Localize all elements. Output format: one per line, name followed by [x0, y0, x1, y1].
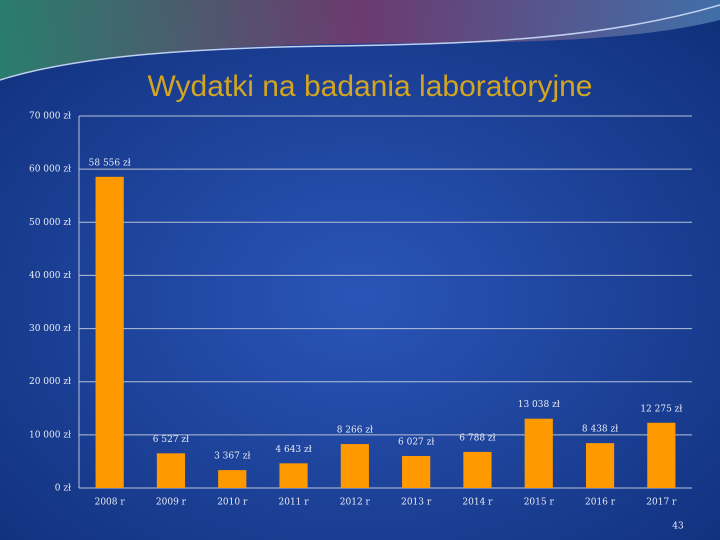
x-tick-label: 2017 r: [646, 498, 677, 508]
value-label: 6 527 zł: [153, 435, 189, 445]
value-label: 8 438 zł: [582, 425, 618, 435]
y-tick-label: 70 000 zł: [29, 112, 71, 122]
value-label: 3 367 zł: [214, 452, 250, 462]
y-tick-label: 0 zł: [55, 484, 71, 494]
bar: [156, 453, 186, 488]
value-label: 6 027 zł: [398, 437, 434, 447]
chart-title: Wydatki na badania laboratoryjne: [147, 70, 592, 103]
bar: [340, 444, 369, 488]
x-tick-label: 2011 r: [279, 498, 310, 508]
bar: [524, 418, 553, 488]
value-label: 12 275 zł: [640, 404, 682, 414]
x-tick-label: 2015 r: [524, 498, 555, 508]
x-tick-label: 2008 r: [95, 498, 126, 508]
y-tick-label: 30 000 zł: [29, 324, 71, 334]
slide-number: 43: [672, 522, 684, 532]
bar: [279, 463, 308, 488]
decoration: [0, 0, 720, 80]
value-label: 6 788 zł: [459, 433, 495, 443]
y-tick-label: 10 000 zł: [29, 430, 71, 440]
x-tick-label: 2010 r: [217, 498, 248, 508]
bar: [95, 176, 124, 488]
value-label: 8 266 zł: [337, 426, 373, 436]
y-tick-label: 20 000 zł: [29, 377, 71, 387]
x-tick-label: 2009 r: [156, 498, 187, 508]
y-tick-label: 40 000 zł: [29, 271, 71, 281]
value-label: 58 556 zł: [89, 158, 131, 168]
y-tick-label: 60 000 zł: [29, 165, 71, 175]
bar: [402, 455, 431, 488]
x-tick-label: 2016 r: [585, 498, 616, 508]
bar: [585, 443, 615, 488]
x-tick-label: 2012 r: [340, 498, 371, 508]
value-label: 13 038 zł: [518, 400, 560, 410]
bar: [647, 422, 676, 488]
x-tick-label: 2014 r: [462, 498, 493, 508]
decoration-line: [0, 4, 720, 81]
x-tick-label: 2013 r: [401, 498, 432, 508]
bar: [218, 470, 247, 488]
y-tick-label: 50 000 zł: [29, 218, 71, 228]
value-label: 4 643 zł: [275, 445, 311, 455]
bar: [463, 451, 492, 488]
